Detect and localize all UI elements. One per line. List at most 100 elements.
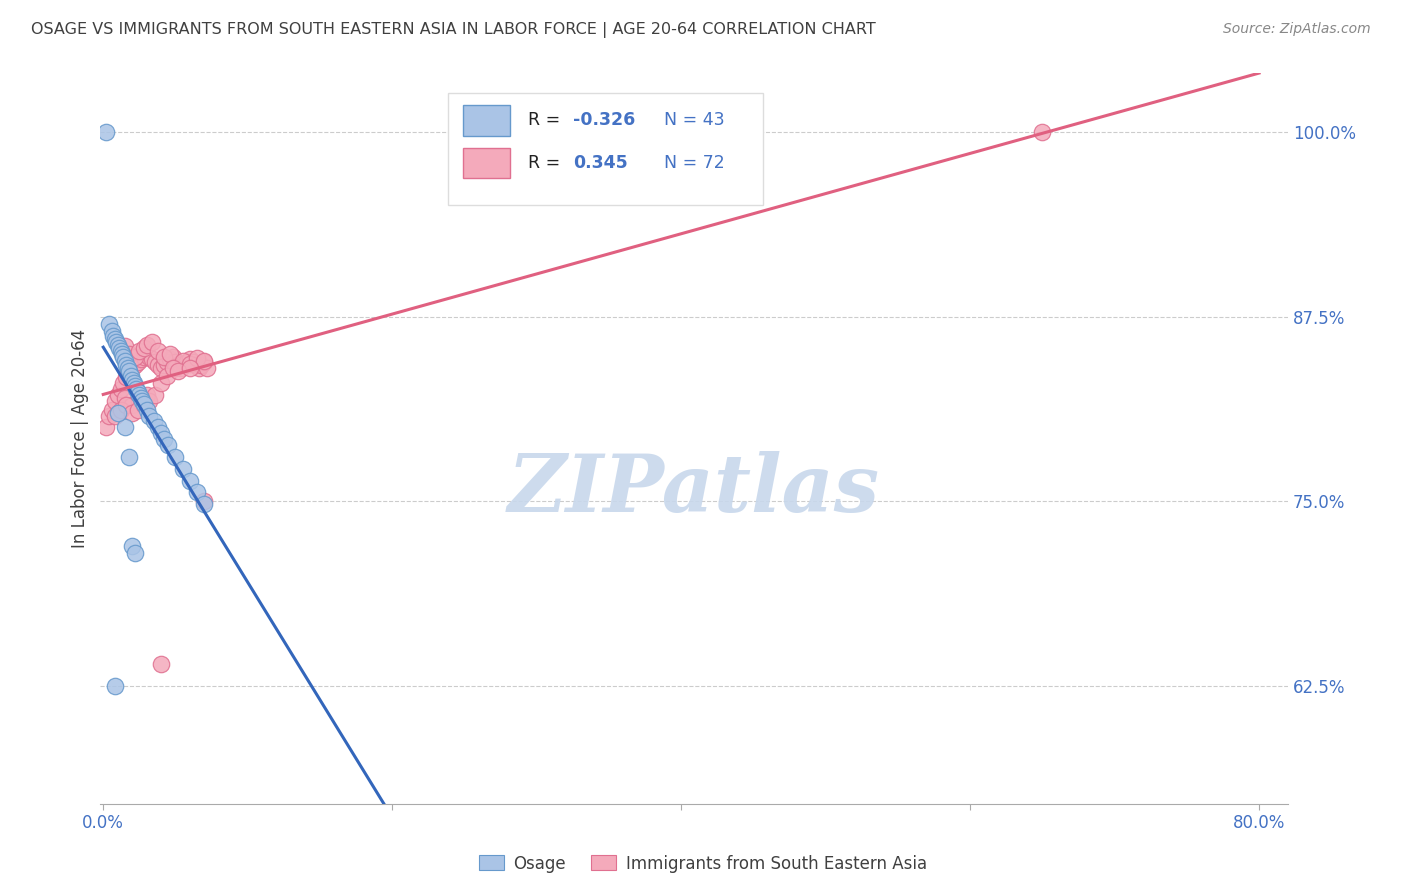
- Point: [107, 406, 129, 420]
- Point: [129, 352, 152, 367]
- Point: [111, 346, 134, 360]
- Point: [118, 450, 141, 464]
- Point: [190, 359, 212, 373]
- FancyBboxPatch shape: [463, 105, 510, 136]
- Point: [124, 546, 146, 560]
- Point: [127, 402, 149, 417]
- Point: [132, 350, 155, 364]
- Point: [120, 368, 142, 383]
- Point: [181, 355, 204, 369]
- Point: [162, 350, 184, 364]
- Point: [165, 355, 187, 369]
- Point: [118, 346, 141, 360]
- Point: [170, 361, 193, 376]
- Point: [129, 391, 152, 405]
- Point: [114, 420, 136, 434]
- Point: [167, 364, 190, 378]
- Text: Source: ZipAtlas.com: Source: ZipAtlas.com: [1223, 22, 1371, 37]
- Point: [153, 350, 176, 364]
- Point: [104, 679, 127, 693]
- Text: -0.326: -0.326: [574, 112, 636, 129]
- Point: [150, 376, 173, 390]
- Point: [128, 393, 150, 408]
- Point: [108, 341, 131, 355]
- Point: [186, 485, 208, 500]
- Point: [193, 494, 215, 508]
- Point: [121, 406, 143, 420]
- Point: [150, 657, 173, 671]
- Point: [135, 346, 157, 360]
- Point: [127, 355, 149, 369]
- Point: [142, 415, 165, 429]
- Point: [186, 351, 208, 365]
- Point: [150, 361, 173, 376]
- Point: [98, 409, 121, 423]
- Point: [105, 334, 128, 349]
- Point: [184, 359, 207, 373]
- Point: [141, 334, 163, 349]
- Point: [179, 357, 201, 371]
- Point: [94, 420, 117, 434]
- Point: [132, 398, 155, 412]
- Point: [146, 359, 169, 373]
- Point: [114, 391, 136, 405]
- Point: [162, 361, 184, 376]
- Point: [124, 379, 146, 393]
- Point: [165, 450, 187, 464]
- Point: [104, 409, 127, 423]
- Point: [117, 361, 139, 376]
- Point: [135, 388, 157, 402]
- FancyBboxPatch shape: [463, 147, 510, 178]
- FancyBboxPatch shape: [449, 94, 763, 205]
- Point: [124, 350, 146, 364]
- Point: [143, 355, 166, 369]
- Point: [153, 432, 176, 446]
- Point: [107, 406, 129, 420]
- Point: [114, 339, 136, 353]
- Point: [131, 393, 153, 408]
- Point: [138, 409, 160, 423]
- Point: [167, 359, 190, 373]
- Point: [112, 376, 135, 390]
- Point: [121, 398, 143, 412]
- Point: [172, 462, 194, 476]
- Point: [146, 343, 169, 358]
- Point: [115, 398, 138, 412]
- Point: [135, 402, 157, 417]
- Point: [128, 343, 150, 358]
- Point: [193, 354, 215, 368]
- Point: [141, 352, 163, 367]
- Point: [122, 376, 145, 390]
- Point: [193, 355, 215, 369]
- Point: [125, 382, 148, 396]
- Point: [1031, 125, 1053, 139]
- Point: [115, 370, 138, 384]
- Text: 0.345: 0.345: [574, 154, 628, 172]
- Point: [176, 355, 198, 369]
- Point: [138, 350, 160, 364]
- Point: [121, 373, 143, 387]
- Point: [132, 397, 155, 411]
- Point: [112, 350, 135, 364]
- Point: [132, 341, 155, 355]
- Point: [110, 402, 132, 417]
- Point: [159, 352, 181, 367]
- Point: [150, 426, 173, 441]
- Point: [165, 361, 187, 376]
- Point: [143, 388, 166, 402]
- Legend: Osage, Immigrants from South Eastern Asia: Osage, Immigrants from South Eastern Asi…: [472, 848, 934, 880]
- Point: [138, 393, 160, 408]
- Text: OSAGE VS IMMIGRANTS FROM SOUTH EASTERN ASIA IN LABOR FORCE | AGE 20-64 CORRELATI: OSAGE VS IMMIGRANTS FROM SOUTH EASTERN A…: [31, 22, 876, 38]
- Point: [94, 125, 117, 139]
- Point: [101, 402, 124, 417]
- Point: [101, 325, 124, 339]
- Point: [104, 332, 127, 346]
- Text: R =: R =: [527, 154, 571, 172]
- Point: [153, 359, 176, 373]
- Point: [103, 329, 125, 343]
- Point: [118, 364, 141, 378]
- Text: R =: R =: [527, 112, 565, 129]
- Point: [118, 364, 141, 378]
- Point: [104, 393, 127, 408]
- Point: [179, 361, 201, 376]
